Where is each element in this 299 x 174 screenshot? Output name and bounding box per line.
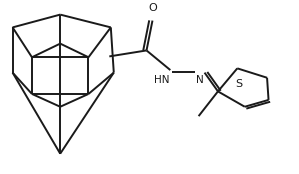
Text: HN: HN xyxy=(154,75,169,85)
Text: O: O xyxy=(148,3,157,13)
Text: S: S xyxy=(235,79,242,89)
Text: N: N xyxy=(196,75,204,85)
